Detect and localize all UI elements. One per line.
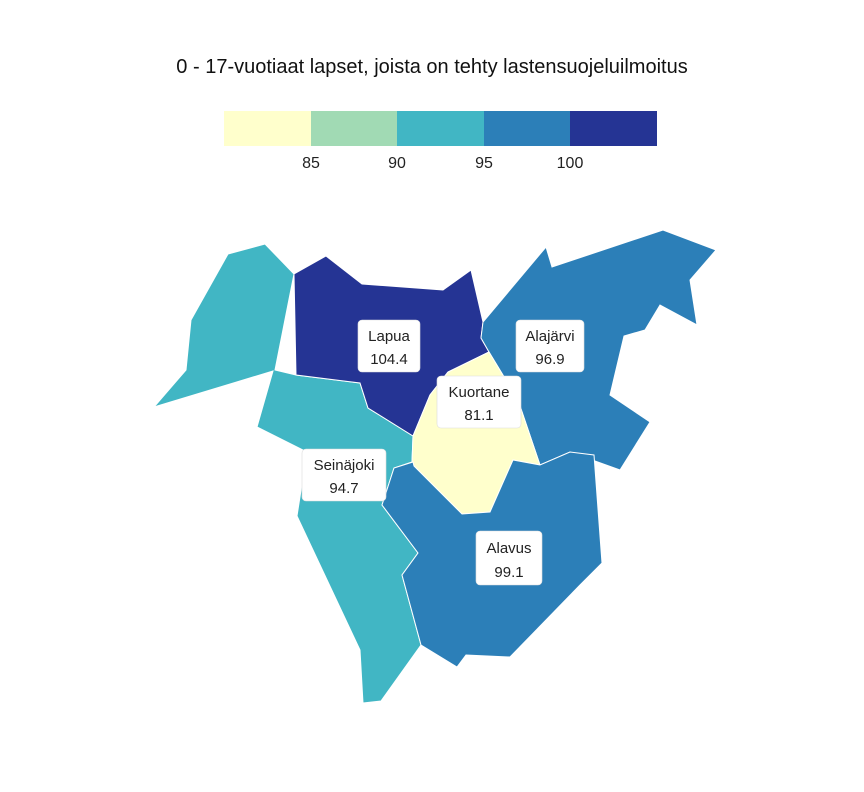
label-seinajoki: Seinäjoki 94.7 <box>301 448 387 502</box>
legend-tick-85: 85 <box>302 155 320 172</box>
label-lapua-value: 104.4 <box>370 351 408 368</box>
label-alavus: Alavus 99.1 <box>475 530 543 586</box>
label-kuortane: Kuortane 81.1 <box>436 375 522 429</box>
label-lapua-name: Lapua <box>368 328 410 345</box>
label-kuortane-value: 81.1 <box>464 407 493 424</box>
label-alajarvi-name: Alajärvi <box>525 328 574 345</box>
label-alavus-name: Alavus <box>486 540 531 557</box>
label-alavus-value: 99.1 <box>494 564 523 581</box>
label-lapua: Lapua 104.4 <box>357 319 421 373</box>
label-seinajoki-value: 94.7 <box>329 480 358 497</box>
legend-swatch-1 <box>224 111 311 146</box>
label-kuortane-name: Kuortane <box>449 384 510 401</box>
legend-tick-95: 95 <box>475 155 493 172</box>
color-legend: 85 90 95 100 <box>224 111 657 181</box>
label-alajarvi-value: 96.9 <box>535 351 564 368</box>
legend-swatch-3 <box>397 111 484 146</box>
map-title: 0 - 17-vuotiaat lapset, joista on tehty … <box>176 56 688 78</box>
label-alajarvi: Alajärvi 96.9 <box>515 319 585 373</box>
legend-swatch-2 <box>311 111 398 146</box>
legend-tick-100: 100 <box>556 155 584 172</box>
legend-swatch-4 <box>484 111 571 146</box>
legend-swatch-5 <box>570 111 657 146</box>
legend-tick-90: 90 <box>388 155 406 172</box>
label-seinajoki-name: Seinäjoki <box>314 457 375 474</box>
